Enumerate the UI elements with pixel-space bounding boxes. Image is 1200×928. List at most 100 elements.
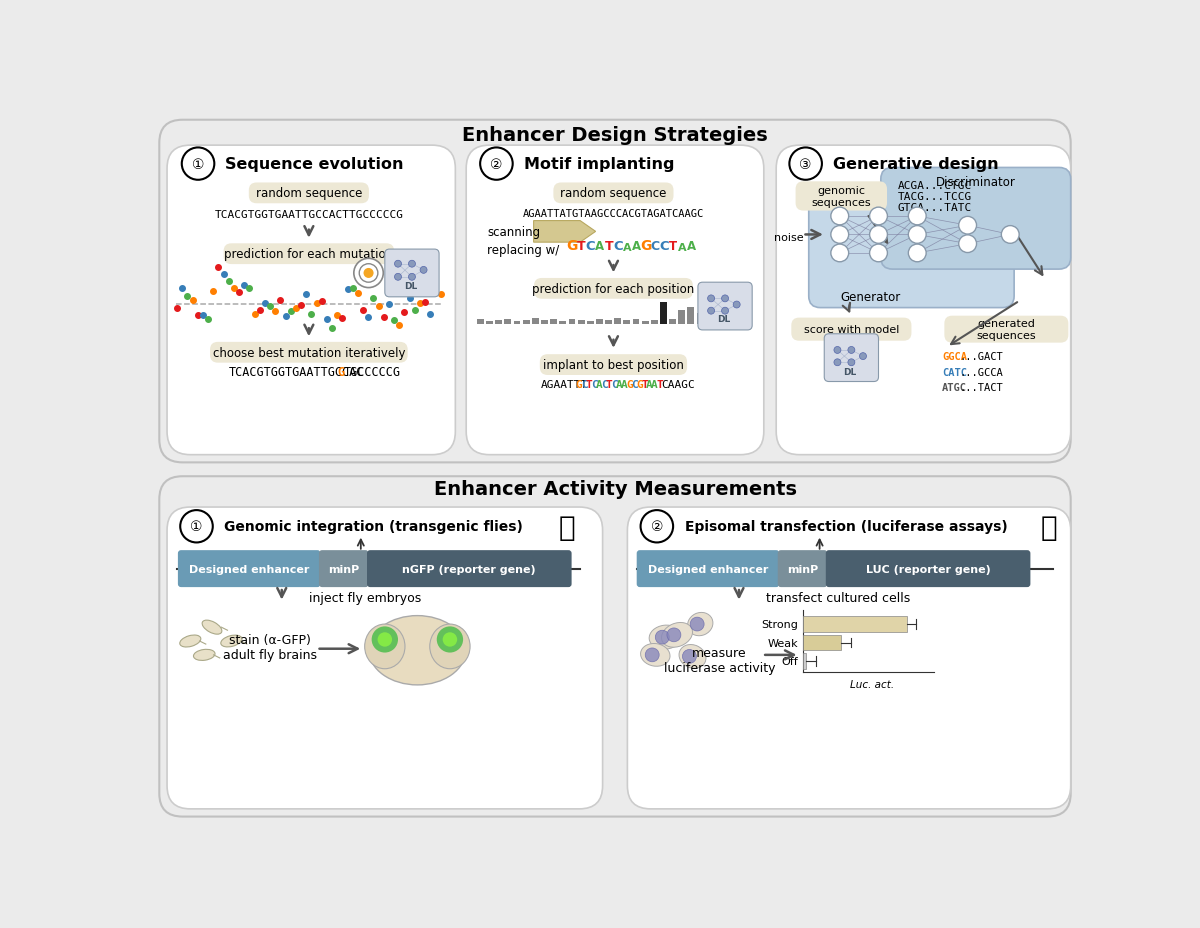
Circle shape (655, 630, 670, 644)
Point (193, 309, 212, 324)
FancyBboxPatch shape (826, 550, 1031, 587)
Text: ②: ② (490, 158, 503, 172)
Text: DL: DL (844, 367, 857, 377)
FancyBboxPatch shape (466, 146, 763, 455)
FancyBboxPatch shape (796, 182, 887, 212)
Point (426, 281, 445, 296)
Text: T: T (641, 380, 648, 390)
Circle shape (908, 226, 926, 244)
Text: generated
sequences: generated sequences (977, 319, 1036, 341)
Circle shape (834, 359, 841, 367)
Circle shape (690, 617, 704, 631)
Text: 👤: 👤 (1040, 513, 1057, 541)
Point (395, 305, 414, 320)
Point (384, 313, 403, 328)
Bar (504, 320, 511, 325)
Text: replacing w/: replacing w/ (487, 244, 559, 257)
Text: genomic
sequences: genomic sequences (811, 186, 871, 208)
Point (312, 294, 331, 309)
FancyBboxPatch shape (248, 183, 368, 204)
Text: Generator: Generator (841, 290, 901, 303)
Circle shape (364, 268, 373, 278)
Circle shape (834, 347, 841, 354)
Point (260, 300, 280, 315)
Point (348, 287, 367, 302)
Point (338, 282, 358, 297)
Text: noise: noise (774, 233, 804, 242)
Text: LUC (reporter gene): LUC (reporter gene) (865, 564, 990, 574)
FancyBboxPatch shape (791, 318, 912, 342)
Bar (514, 321, 521, 325)
Point (173, 282, 192, 297)
FancyBboxPatch shape (637, 550, 779, 587)
Text: TGCCCCCG: TGCCCCCG (343, 366, 401, 379)
Point (214, 268, 233, 283)
Text: inject fly embryos: inject fly embryos (308, 591, 421, 604)
Circle shape (480, 148, 512, 181)
Text: TACG...TCCG: TACG...TCCG (898, 192, 972, 201)
Point (184, 293, 203, 308)
FancyBboxPatch shape (223, 244, 394, 264)
Text: Enhancer Design Strategies: Enhancer Design Strategies (462, 125, 768, 145)
FancyBboxPatch shape (778, 550, 827, 587)
Bar (688, 307, 695, 325)
Text: G: G (337, 366, 344, 379)
Point (343, 281, 362, 296)
Text: G: G (626, 380, 632, 390)
Bar (803, 635, 841, 651)
Circle shape (721, 308, 728, 315)
Point (390, 318, 409, 333)
Text: TCACGTGGTGAATTGCCACTTGCCCCCG: TCACGTGGTGAATTGCCACTTGCCCCCG (215, 210, 403, 219)
Circle shape (408, 261, 415, 268)
FancyBboxPatch shape (534, 278, 692, 300)
FancyBboxPatch shape (553, 183, 673, 204)
Point (410, 296, 430, 311)
FancyBboxPatch shape (385, 250, 439, 298)
Circle shape (378, 633, 392, 647)
Text: random sequence: random sequence (560, 187, 667, 200)
Circle shape (733, 302, 740, 309)
Circle shape (181, 148, 215, 181)
Point (354, 303, 373, 318)
Text: C: C (631, 380, 638, 390)
Point (292, 299, 311, 314)
FancyBboxPatch shape (824, 334, 878, 382)
Point (256, 296, 275, 311)
FancyBboxPatch shape (881, 168, 1070, 270)
Text: ①: ① (192, 158, 204, 172)
Text: GTCA...TATC: GTCA...TATC (898, 202, 972, 213)
Point (240, 281, 259, 296)
Bar (678, 311, 685, 325)
Text: AGAATTT: AGAATTT (540, 380, 588, 390)
Ellipse shape (688, 612, 713, 636)
Bar (614, 319, 622, 325)
Circle shape (721, 296, 728, 303)
Circle shape (859, 354, 866, 360)
FancyBboxPatch shape (367, 550, 571, 587)
Ellipse shape (221, 636, 242, 647)
Text: GGCA: GGCA (942, 352, 967, 362)
Bar (803, 653, 806, 669)
Bar (642, 321, 648, 325)
Text: A: A (622, 380, 628, 390)
Text: Motif implanting: Motif implanting (523, 157, 674, 172)
Text: DL: DL (403, 281, 418, 290)
Circle shape (959, 217, 977, 235)
Bar (532, 319, 539, 325)
Text: G: G (636, 380, 643, 390)
FancyBboxPatch shape (628, 508, 1070, 809)
Circle shape (646, 649, 659, 662)
Text: implant to best position: implant to best position (544, 359, 684, 372)
Text: prediction for each position: prediction for each position (533, 282, 695, 295)
Text: C: C (586, 240, 595, 253)
Ellipse shape (180, 636, 200, 648)
Text: ...GCCA: ...GCCA (960, 367, 1003, 377)
Circle shape (420, 267, 427, 274)
FancyBboxPatch shape (160, 477, 1070, 817)
FancyBboxPatch shape (167, 508, 602, 809)
Point (220, 274, 239, 289)
Text: A: A (623, 243, 631, 253)
Text: Luc. act.: Luc. act. (851, 679, 894, 690)
Point (328, 308, 347, 323)
Point (307, 297, 326, 312)
